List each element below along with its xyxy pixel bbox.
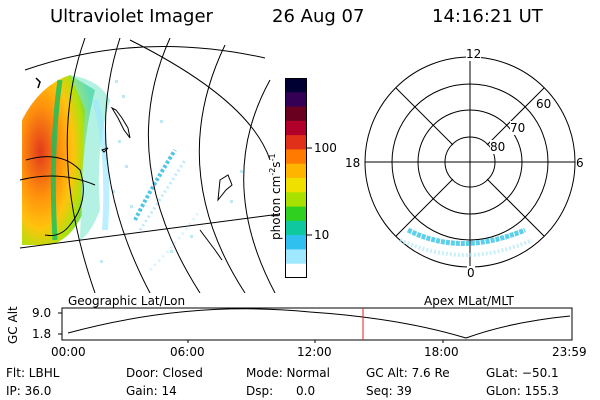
colorbar-step bbox=[285, 92, 307, 108]
colorbar-step bbox=[285, 120, 307, 136]
colorbar-tick-100: 100 bbox=[314, 141, 337, 155]
colorbar-step bbox=[285, 263, 307, 279]
alt-xtick-2359: 23:59 bbox=[552, 345, 587, 359]
mlt-label-6: 6 bbox=[576, 156, 584, 170]
colorbar-ticks bbox=[307, 147, 312, 236]
colorbar-step bbox=[285, 220, 307, 236]
alt-ylabel: GC Alt bbox=[6, 306, 20, 344]
colorbar-step bbox=[285, 163, 307, 179]
alt-xtick-1200: 12:00 bbox=[297, 345, 332, 359]
alt-xtick-0000: 00:00 bbox=[51, 345, 86, 359]
colorbar-step bbox=[285, 192, 307, 208]
date-label: 26 Aug 07 bbox=[272, 6, 365, 27]
alt-xtick-1800: 18:00 bbox=[424, 345, 459, 359]
geo-panel-label: Geographic Lat/Lon bbox=[68, 294, 186, 308]
alt-ytick-9: 9.0 bbox=[32, 306, 52, 320]
colorbar-step bbox=[285, 235, 307, 250]
status-ip: IP: 36.0 bbox=[6, 384, 52, 398]
status-gc-alt: GC Alt: 7.6 Re bbox=[366, 366, 450, 380]
colorbar-border bbox=[285, 78, 307, 278]
mlt-label-12: 12 bbox=[466, 47, 482, 61]
colorbar-step bbox=[285, 149, 307, 165]
status-seq: Seq: 39 bbox=[366, 384, 412, 398]
alt-ytick-1.8: 1.8 bbox=[32, 327, 52, 341]
mlat-label-80: 80 bbox=[490, 140, 506, 154]
mlt-label-0: 0 bbox=[467, 266, 475, 280]
instrument-title: Ultraviolet Imager bbox=[50, 6, 213, 27]
status-door: Door: Closed bbox=[126, 366, 203, 380]
colorbar-tick-10: 10 bbox=[314, 228, 330, 242]
colorbar-step bbox=[285, 249, 307, 265]
colorbar-step bbox=[285, 106, 307, 122]
colorbar-step bbox=[285, 135, 307, 150]
colorbar-step bbox=[285, 206, 307, 222]
status-glat: GLat: −50.1 bbox=[486, 366, 559, 380]
status-mode: Mode: Normal bbox=[246, 366, 330, 380]
mlat-label-70: 70 bbox=[510, 121, 526, 135]
colorbar bbox=[285, 78, 307, 279]
polar-panel-label: Apex MLat/MLT bbox=[424, 294, 514, 308]
time-label: 14:16:21 UT bbox=[432, 6, 543, 27]
mlat-label-60: 60 bbox=[536, 97, 552, 111]
alt-xtick-0600: 06:00 bbox=[170, 345, 205, 359]
colorbar-step bbox=[285, 178, 307, 193]
status-filter: Flt: LBHL bbox=[6, 366, 60, 380]
status-gain: Gain: 14 bbox=[126, 384, 177, 398]
status-glon: GLon: 155.3 bbox=[486, 384, 559, 398]
mlt-label-18: 18 bbox=[345, 156, 361, 170]
status-dsp: Dsp: 0.0 bbox=[246, 384, 316, 398]
colorbar-step bbox=[285, 78, 307, 93]
